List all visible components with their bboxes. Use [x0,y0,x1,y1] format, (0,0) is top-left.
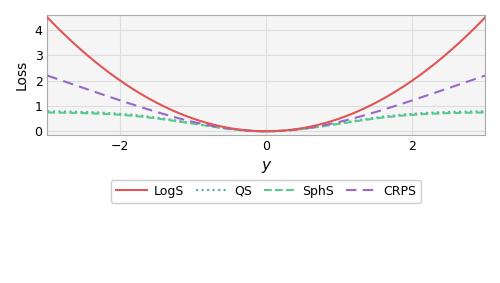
Legend: LogS, QS, SphS, CRPS: LogS, QS, SphS, CRPS [111,180,422,203]
Y-axis label: Loss: Loss [15,60,29,90]
X-axis label: y: y [262,158,270,173]
